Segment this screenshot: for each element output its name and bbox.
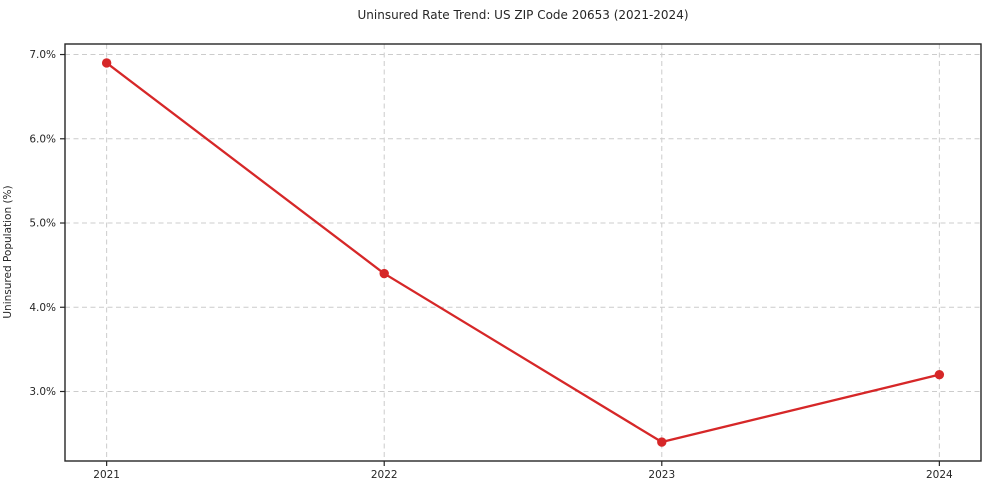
y-tick-label: 7.0% bbox=[29, 49, 56, 61]
data-point bbox=[657, 437, 667, 447]
data-point bbox=[101, 58, 112, 68]
data-point bbox=[379, 268, 389, 279]
chart-title: Uninsured Rate Trend: US ZIP Code 20653 … bbox=[357, 8, 689, 22]
y-axis-label: Uninsured Population (%) bbox=[2, 185, 14, 319]
y-tick-label: 4.0% bbox=[29, 302, 56, 314]
axes-border bbox=[64, 43, 982, 462]
y-tick-label: 3.0% bbox=[29, 386, 56, 398]
x-tick-label: 2021 bbox=[93, 469, 120, 481]
x-tick-label: 2023 bbox=[648, 469, 675, 481]
y-tick-label: 5.0% bbox=[29, 218, 56, 230]
y-tick-label: 6.0% bbox=[29, 133, 56, 145]
data-point bbox=[934, 369, 945, 380]
data-line bbox=[105, 61, 941, 444]
x-tick-label: 2022 bbox=[371, 469, 398, 481]
x-tick-label: 2024 bbox=[926, 469, 953, 481]
